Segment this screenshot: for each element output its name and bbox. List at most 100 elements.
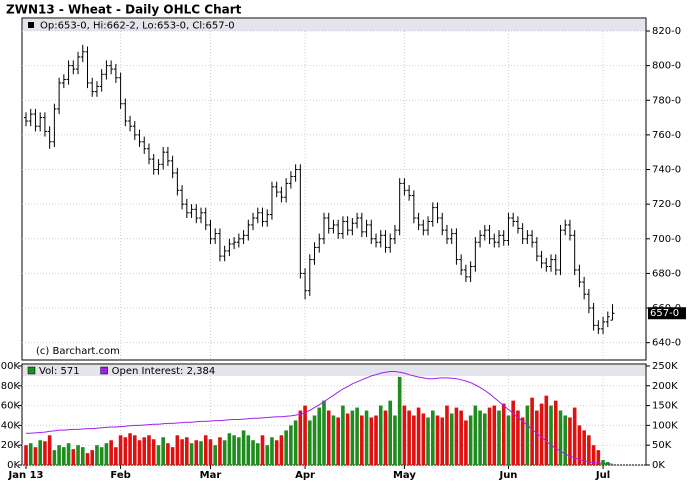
volume-bar <box>483 413 487 465</box>
volume-bar <box>516 410 520 465</box>
volume-bar <box>308 420 312 465</box>
legend-label: Vol: 571 <box>39 366 80 377</box>
volume-bar <box>95 445 99 465</box>
volume-bar <box>459 410 463 465</box>
volume-bar <box>208 439 213 465</box>
volume-bar <box>203 435 208 465</box>
legend-band <box>23 365 645 376</box>
volume-bar <box>76 445 80 465</box>
volume-bar <box>397 376 402 465</box>
volume-bar <box>303 405 307 465</box>
x-tick-label: Feb <box>110 470 130 481</box>
y-tick-label: 100K <box>0 361 20 372</box>
volume-bar <box>80 447 85 465</box>
volume-bar <box>194 440 199 465</box>
volume-bar <box>407 410 411 465</box>
volume-bar <box>241 430 246 465</box>
volume-bar <box>374 415 378 465</box>
volume-bar <box>336 417 340 465</box>
volume-bar <box>468 415 473 465</box>
price-panel <box>21 17 647 361</box>
volume-bar <box>317 407 322 465</box>
volume-bar <box>587 435 591 465</box>
volume-bar <box>345 413 350 465</box>
volume-bar <box>506 415 511 465</box>
volume-bar <box>435 415 440 465</box>
volume-bar <box>170 447 175 465</box>
volume-bar <box>553 400 558 465</box>
volume-bar <box>24 445 28 465</box>
x-tick-label: May <box>393 470 416 481</box>
y-tick-label: 680-0 <box>652 268 681 279</box>
volume-bar <box>563 415 568 465</box>
legend-swatch <box>27 366 36 375</box>
volume-bar <box>213 445 217 465</box>
volume-bar <box>402 405 407 465</box>
volume-bar <box>530 397 534 465</box>
volume-bar <box>123 437 128 465</box>
volume-bar <box>66 443 71 465</box>
volume-bar <box>388 400 393 465</box>
y-tick-label: 80K <box>1 381 21 392</box>
volume-bar <box>175 435 180 465</box>
y-tick-label: 640-0 <box>652 338 681 349</box>
volume-bar <box>298 410 303 465</box>
volume-bar <box>99 447 104 465</box>
volume-bar <box>147 435 151 465</box>
volume-bar <box>270 437 274 465</box>
volume-bar <box>284 430 288 465</box>
volume-bar <box>511 400 515 465</box>
volume-bar <box>610 464 615 465</box>
y2-tick-label: 150K <box>652 401 678 412</box>
y2-tick-label: 0K <box>652 460 665 471</box>
x-tick-label: Apr <box>295 470 315 481</box>
volume-bar <box>251 440 255 465</box>
volume-bar <box>151 439 156 465</box>
price-marker <box>648 307 686 320</box>
y-tick-label: 40K <box>1 420 21 431</box>
volume-bar <box>142 437 147 465</box>
volume-bar <box>237 437 241 465</box>
volume-bar <box>227 433 232 465</box>
volume-bar <box>539 403 544 465</box>
volume-bar <box>28 443 33 465</box>
volume-bar <box>52 450 57 465</box>
volume-bar <box>156 445 161 465</box>
volume-bar <box>199 441 203 465</box>
x-tick-label: Mar <box>200 470 222 481</box>
volume-bar <box>416 407 421 465</box>
copyright-note: (c) Barchart.com <box>36 346 120 357</box>
volume-bar <box>454 407 459 465</box>
volume-bar <box>312 415 317 465</box>
y-tick-label: 0K <box>7 460 20 471</box>
legend-label: Open Interest: 2,384 <box>112 366 216 377</box>
open-interest-line <box>26 371 613 465</box>
volume-bar <box>180 439 184 465</box>
volume-bar <box>118 435 123 465</box>
volume-bar <box>350 410 355 465</box>
x-tick-label: Jul <box>595 470 610 481</box>
volume-bar <box>393 415 397 465</box>
volume-bar <box>161 437 165 465</box>
volume-bar <box>279 435 284 465</box>
volume-bar <box>289 425 293 465</box>
volume-bar <box>473 405 478 465</box>
volume-bar <box>449 413 454 465</box>
y-tick-label: 60K <box>1 401 21 412</box>
y2-tick-label: 50K <box>652 440 672 451</box>
volume-bar <box>90 450 95 465</box>
volume-bar <box>544 395 549 465</box>
volume-bar <box>582 430 586 465</box>
plot-layer: Jan 13FebMarAprMayJunJul640-0660-0680-07… <box>0 26 686 481</box>
y-tick-label: 20K <box>1 440 21 451</box>
volume-bar <box>114 447 118 465</box>
y-tick-label: 740-0 <box>652 165 681 176</box>
volume-bar <box>440 417 445 465</box>
volume-bar <box>577 425 582 465</box>
volume-bar <box>218 437 222 465</box>
volume-bar <box>478 410 482 465</box>
x-tick-label: Jun <box>498 470 517 481</box>
price-marker-label: 657-0 <box>650 308 679 319</box>
volume-bar <box>426 417 430 465</box>
